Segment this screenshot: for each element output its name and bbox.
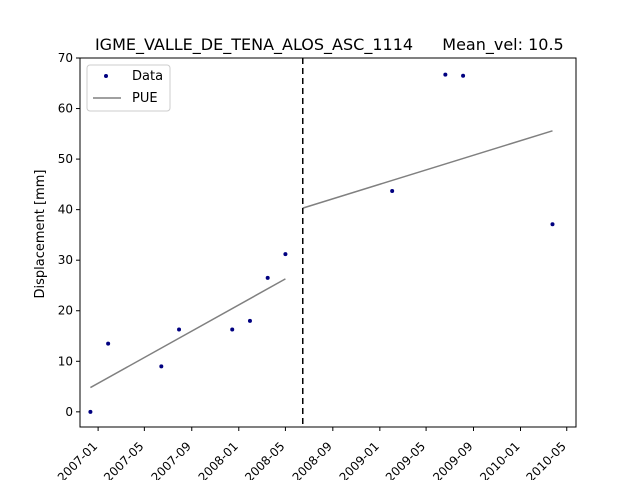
legend-pue-label: PUE	[132, 91, 158, 106]
x-tick-label: 2010-01	[477, 439, 522, 480]
x-tick-label: 2010-05	[524, 439, 569, 480]
pue-segment	[302, 130, 553, 209]
pue-segment	[90, 278, 286, 389]
y-tick-label: 20	[58, 304, 73, 318]
x-tick-label: 2008-05	[242, 439, 287, 480]
y-tick-label: 0	[65, 405, 73, 419]
data-point	[106, 341, 111, 346]
data-point	[550, 222, 555, 227]
data-point	[461, 73, 466, 78]
legend-data-marker	[104, 74, 108, 78]
y-tick-label: 50	[58, 152, 73, 166]
x-tick-label: 2007-01	[55, 439, 100, 480]
x-tick-label: 2009-05	[383, 439, 428, 480]
data-point	[177, 327, 182, 332]
y-tick-label: 40	[58, 203, 73, 217]
x-tick-label: 2009-01	[337, 439, 382, 480]
y-tick-label: 60	[58, 102, 73, 116]
legend-data-label: Data	[132, 69, 163, 84]
data-point	[390, 188, 395, 193]
x-tick-label: 2008-09	[290, 439, 335, 480]
x-tick-label: 2009-09	[430, 439, 475, 480]
y-tick-label: 70	[58, 51, 73, 65]
axes-frame	[79, 57, 577, 428]
chart-title-left: IGME_VALLE_DE_TENA_ALOS_ASC_1114	[95, 35, 413, 55]
data-point	[88, 409, 93, 414]
data-point	[159, 364, 164, 369]
y-axis-label: Displacement [mm]	[33, 170, 48, 299]
data-point	[443, 72, 448, 77]
data-point	[265, 275, 270, 280]
x-tick-label: 2007-09	[149, 439, 194, 480]
legend: Data PUE	[86, 64, 171, 112]
y-tick-label: 30	[58, 253, 73, 267]
y-tick-label: 10	[58, 354, 73, 368]
chart-title-right: Mean_vel: 10.5	[442, 35, 563, 55]
data-point	[283, 252, 288, 257]
data-point	[247, 318, 252, 323]
x-tick-label: 2007-05	[101, 439, 146, 480]
data-point	[230, 327, 235, 332]
x-tick-label: 2008-01	[196, 439, 241, 480]
plot-area	[88, 58, 555, 427]
